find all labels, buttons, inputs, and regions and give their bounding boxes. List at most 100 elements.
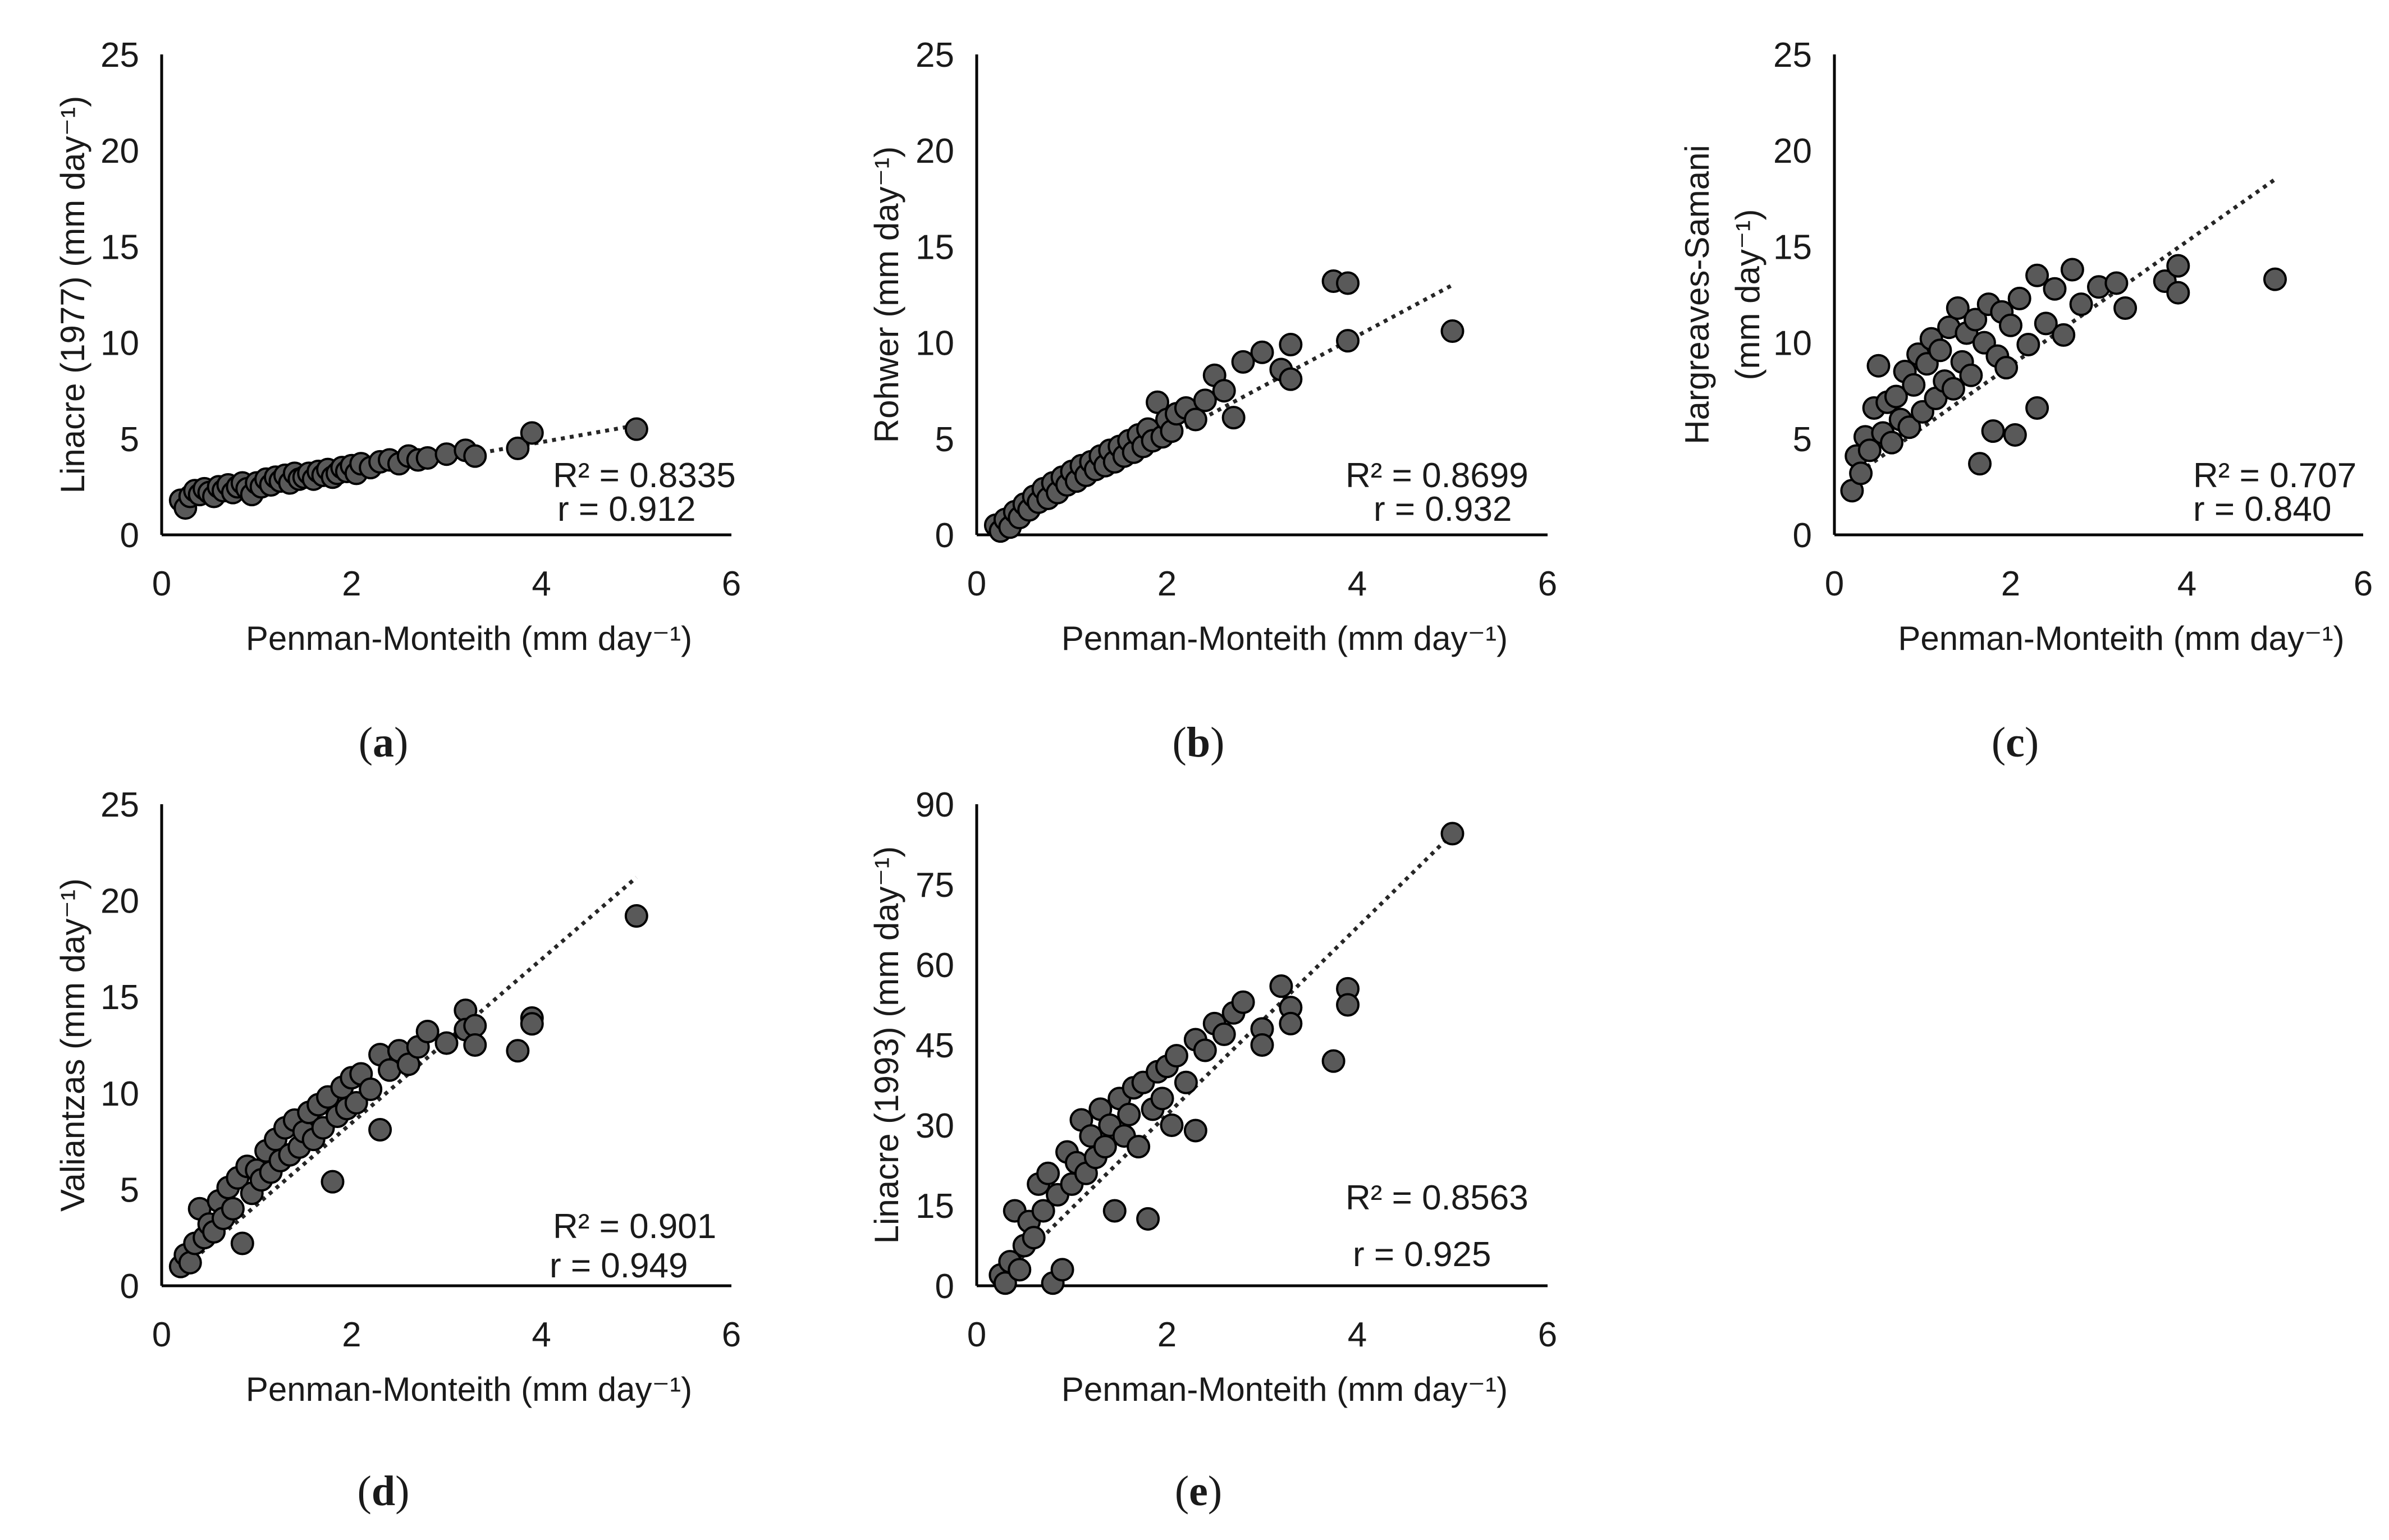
data-point [1221, 406, 1246, 430]
y-tick-label: 0 [120, 516, 139, 555]
data-point [624, 417, 648, 441]
data-point [1050, 1258, 1074, 1282]
trendline [179, 876, 638, 1272]
x-tick-label: 2 [1157, 565, 1177, 603]
x-axis-title: Penman-Monteith (mm day⁻¹) [246, 620, 692, 657]
x-tick-label: 0 [152, 1316, 171, 1354]
data-point [2034, 311, 2058, 336]
r-squared-annotation: R² = 0.707 [2193, 456, 2356, 495]
data-point [1031, 1199, 1055, 1223]
data-point [624, 904, 648, 928]
y-tick-label: 0 [1793, 516, 1812, 555]
y-tick-label: 0 [935, 1267, 954, 1306]
y-tick-label: 20 [1773, 132, 1812, 171]
data-point [1968, 452, 1992, 476]
data-point [463, 1014, 487, 1038]
data-point [368, 1118, 392, 1142]
y-tick-label: 15 [916, 1187, 954, 1226]
data-point [434, 1031, 459, 1055]
x-tick-label: 6 [722, 1316, 741, 1354]
data-point [2069, 292, 2093, 317]
data-point [2060, 258, 2084, 282]
data-point [1102, 1199, 1127, 1223]
panel-label: (a) [359, 719, 409, 766]
data-point [2025, 396, 2049, 420]
y-tick-label: 75 [916, 866, 954, 905]
data-point [1321, 1049, 1345, 1073]
y-tick-label: 15 [916, 228, 954, 267]
x-tick-label: 2 [2001, 565, 2020, 603]
data-point [230, 1231, 254, 1255]
data-point [344, 1090, 368, 1115]
y-tick-label: 25 [1773, 36, 1812, 75]
x-tick-label: 6 [1538, 565, 1557, 603]
data-point [1440, 822, 1464, 846]
x-tick-label: 6 [2354, 565, 2373, 603]
data-point [1193, 388, 1217, 412]
x-tick-label: 0 [967, 1316, 986, 1354]
data-point [359, 1077, 383, 1101]
data-point [1902, 373, 1926, 397]
data-point [1336, 993, 1360, 1017]
data-point [463, 444, 487, 468]
x-axis-title: Penman-Monteith (mm day⁻¹) [1898, 620, 2344, 657]
panel-label: (c) [1992, 719, 2039, 766]
x-tick-label: 4 [1348, 565, 1367, 603]
x-tick-label: 4 [532, 1316, 551, 1354]
y-tick-label: 60 [916, 946, 954, 985]
data-point [1183, 407, 1207, 432]
chart-panel-c: 0 5 10 15 20 25 0 2 4 6 Penman-Monteith (mm day⁻¹)… [1678, 36, 2373, 766]
data-point [463, 1033, 487, 1057]
x-tick-label: 2 [342, 565, 361, 603]
data-point [1008, 1258, 1032, 1282]
panel-letter: d [372, 1468, 395, 1515]
data-point [2043, 277, 2067, 301]
data-point [1866, 354, 1891, 378]
y-tick-label: 20 [916, 132, 954, 171]
data-point [321, 1170, 345, 1194]
data-point [1897, 415, 1921, 439]
y-tick-label: 30 [916, 1107, 954, 1145]
data-point [1999, 313, 2022, 337]
data-point [1279, 333, 1303, 357]
data-point [2016, 333, 2040, 357]
x-tick-label: 0 [967, 565, 986, 603]
data-point [1183, 1119, 1207, 1143]
x-tick-label: 2 [342, 1316, 361, 1354]
data-point [2166, 254, 2190, 278]
chart-panel-e: 0 15 30 45 60 75 90 0 2 4 6 Penman-Monteith (mm day… [868, 786, 1557, 1515]
data-point [2052, 323, 2076, 347]
data-point [1022, 1226, 1046, 1250]
data-point [1160, 1113, 1184, 1137]
data-point [415, 1019, 440, 1043]
data-point [1174, 1070, 1198, 1094]
y-tick-label: 10 [100, 324, 139, 363]
chart-panel-d: 0 5 10 15 20 25 0 2 4 6 Penman-Monteith (mm day⁻¹)… [54, 786, 741, 1515]
x-tick-label: 4 [1348, 1316, 1367, 1354]
data-point [1150, 1087, 1174, 1111]
y-tick-label: 45 [916, 1026, 954, 1065]
y-tick-label: 5 [120, 420, 139, 459]
x-tick-label: 6 [722, 565, 741, 603]
correlation-annotation: r = 0.949 [550, 1246, 688, 1285]
data-point [1231, 990, 1255, 1014]
data-point [1279, 367, 1303, 391]
r-squared-annotation: R² = 0.8563 [1345, 1179, 1528, 1217]
data-point [1336, 329, 1360, 353]
panel-label: (b) [1173, 719, 1225, 766]
y-axis-title: (mm day⁻¹) [1729, 209, 1766, 381]
x-tick-label: 4 [2177, 565, 2196, 603]
data-point [2007, 286, 2031, 310]
data-point [1279, 1011, 1303, 1035]
x-axis-title: Penman-Monteith (mm day⁻¹) [246, 1371, 692, 1408]
data-point [1093, 1135, 1117, 1159]
panel-letter: e [1189, 1468, 1208, 1515]
y-tick-label: 20 [100, 882, 139, 921]
data-point [1884, 384, 1908, 409]
x-tick-label: 0 [152, 565, 171, 603]
panel-label: (d) [358, 1468, 410, 1515]
y-tick-label: 25 [100, 36, 139, 75]
y-axis-title: Linacre (1993) (mm day⁻¹) [868, 846, 905, 1244]
data-point [2003, 423, 2027, 447]
panel-letter: a [373, 719, 394, 766]
